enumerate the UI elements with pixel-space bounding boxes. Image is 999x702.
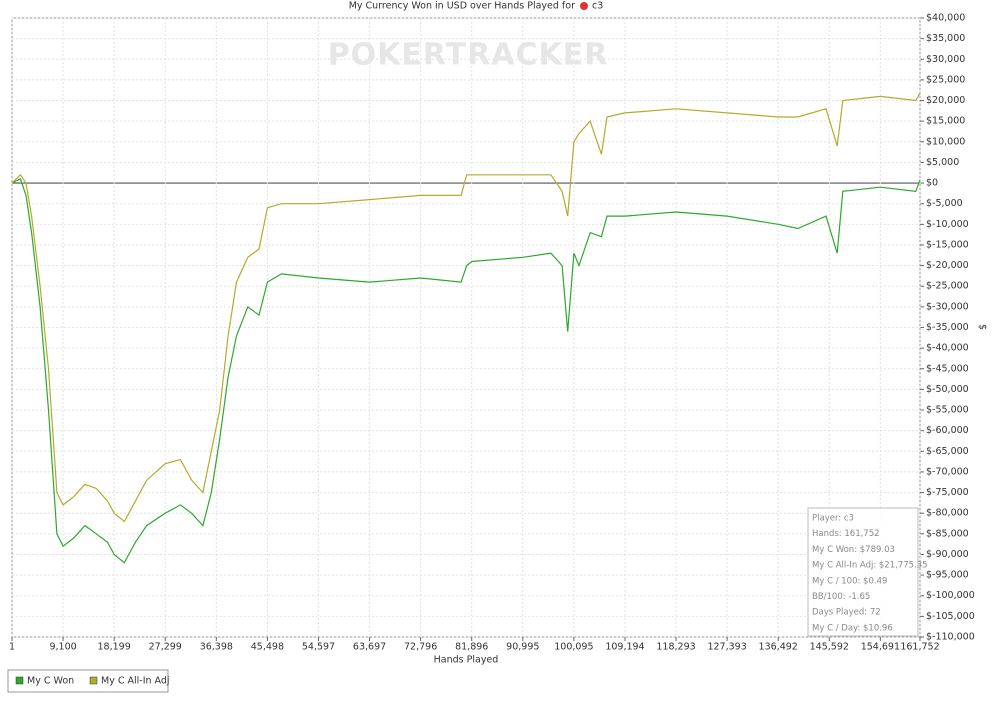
y-tick-label: $-10,000 — [926, 219, 969, 230]
x-tick-label: 127,393 — [707, 642, 746, 653]
legend-label: My C Won — [27, 676, 74, 687]
y-tick-label: $30,000 — [926, 54, 965, 65]
x-tick-label: 45,498 — [251, 642, 284, 653]
info-line: My C Won: $789.03 — [812, 545, 895, 555]
x-axis-label: Hands Played — [434, 655, 499, 666]
y-tick-label: $0 — [926, 178, 938, 189]
y-axis-label: $ — [977, 324, 988, 330]
y-tick-label: $-60,000 — [926, 425, 969, 436]
y-tick-label: $-45,000 — [926, 363, 969, 374]
x-tick-label: 136,492 — [759, 642, 798, 653]
x-tick-label: 63,697 — [353, 642, 386, 653]
y-tick-label: $-100,000 — [926, 590, 975, 601]
chart-title-player: c3 — [592, 1, 603, 12]
info-line: Days Played: 72 — [812, 608, 881, 618]
y-tick-label: $-70,000 — [926, 466, 969, 477]
x-tick-label: 145,592 — [810, 642, 849, 653]
player-icon — [580, 2, 588, 10]
y-tick-label: $-85,000 — [926, 528, 969, 539]
x-tick-label: 27,299 — [149, 642, 182, 653]
y-tick-label: $15,000 — [926, 116, 965, 127]
y-tick-label: $-65,000 — [926, 446, 969, 457]
chart-title: My Currency Won in USD over Hands Played… — [349, 1, 575, 12]
info-line: BB/100: -1.65 — [812, 592, 870, 602]
legend-label: My C All-In Adj — [101, 676, 170, 687]
y-tick-label: $-15,000 — [926, 239, 969, 250]
y-tick-label: $-55,000 — [926, 405, 969, 416]
info-line: Player: c3 — [812, 514, 854, 524]
watermark: POKERTRACKER — [328, 38, 609, 73]
x-tick-label: 118,293 — [656, 642, 695, 653]
y-tick-label: $-40,000 — [926, 343, 969, 354]
y-tick-label: $-5,000 — [926, 198, 963, 209]
series-line — [11, 92, 921, 523]
y-tick-label: $5,000 — [926, 157, 959, 168]
y-tick-label: $25,000 — [926, 74, 965, 85]
y-tick-label: $-95,000 — [926, 570, 969, 581]
y-tick-label: $-105,000 — [926, 611, 975, 622]
info-line: Hands: 161,752 — [812, 529, 880, 539]
y-tick-label: $-20,000 — [926, 260, 969, 271]
y-tick-label: $-80,000 — [926, 508, 969, 519]
x-tick-label: 18,199 — [98, 642, 131, 653]
y-tick-label: $-30,000 — [926, 301, 969, 312]
legend-swatch — [89, 676, 98, 685]
x-tick-label: 36,398 — [200, 642, 233, 653]
info-line: My C / 100: $0.49 — [812, 576, 887, 586]
legend-swatch — [15, 676, 24, 685]
x-tick-label: 161,752 — [900, 642, 939, 653]
y-tick-label: $35,000 — [926, 33, 965, 44]
x-tick-label: 54,597 — [302, 642, 335, 653]
x-tick-label: 90,995 — [506, 642, 539, 653]
y-tick-label: $20,000 — [926, 95, 965, 106]
x-tick-label: 81,896 — [455, 642, 488, 653]
y-tick-label: $-75,000 — [926, 487, 969, 498]
info-box — [807, 507, 919, 637]
y-tick-label: $-110,000 — [926, 632, 975, 643]
y-tick-label: $40,000 — [926, 13, 965, 24]
legend — [7, 669, 169, 693]
y-tick-label: $-50,000 — [926, 384, 969, 395]
info-line: My C All-In Adj: $21,775.35 — [812, 561, 928, 571]
y-tick-label: $-90,000 — [926, 549, 969, 560]
x-tick-label: 72,796 — [404, 642, 437, 653]
series-line — [11, 178, 921, 564]
x-tick-label: 109,194 — [605, 642, 644, 653]
x-tick-label: 100,095 — [554, 642, 593, 653]
x-tick-label: 154,691 — [861, 642, 900, 653]
y-tick-label: $-25,000 — [926, 281, 969, 292]
x-tick-label: 9,100 — [49, 642, 76, 653]
x-tick-label: 1 — [9, 642, 15, 653]
info-line: My C / Day: $10.96 — [812, 623, 893, 633]
y-tick-label: $10,000 — [926, 136, 965, 147]
y-tick-label: $-35,000 — [926, 322, 969, 333]
